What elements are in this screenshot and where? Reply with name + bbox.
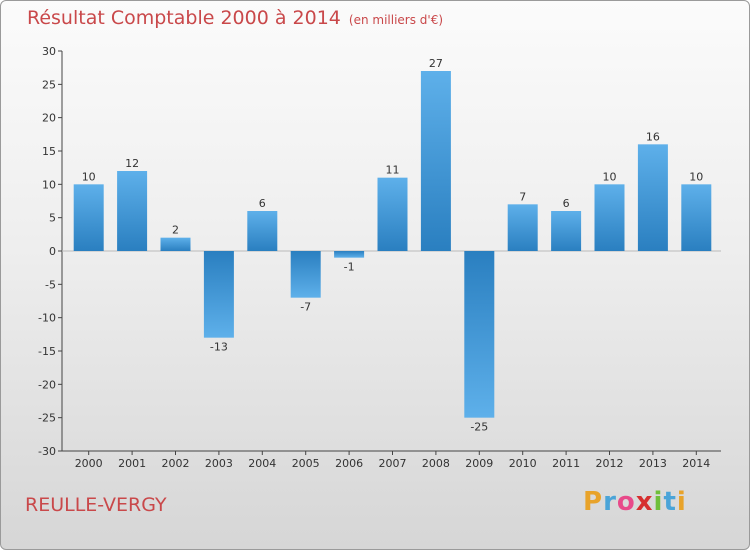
bars-layer [73, 71, 712, 418]
bar-2002[interactable] [160, 237, 191, 251]
bar-2014[interactable] [681, 184, 712, 251]
data-label-2009: -25 [470, 421, 488, 434]
bar-2013[interactable] [637, 144, 668, 251]
bar-2000[interactable] [73, 184, 104, 251]
y-tick-label: 30 [42, 45, 56, 58]
place-name: REULLE-VERGY [25, 494, 167, 516]
data-label-2012: 10 [603, 170, 617, 183]
y-tick-label: -15 [38, 345, 56, 358]
logo-letter: r [603, 487, 617, 517]
data-label-2010: 7 [519, 190, 526, 203]
logo-letter: i [676, 487, 687, 517]
axes-layer: 30 25 20 15 10 5 0 -5 -10 -15 -20 -25 -30 2000 2001 200… [38, 45, 721, 470]
x-tick-label-2009: 2009 [465, 457, 493, 470]
bar-2012[interactable] [594, 184, 625, 251]
bar-2006[interactable] [334, 251, 365, 258]
data-labels-layer: 10 12 2 -13 6 -7 -1 11 27 -25 7 6 10 16 10 [82, 57, 704, 434]
logo-letter: P [583, 487, 604, 517]
x-tick-label-2008: 2008 [422, 457, 450, 470]
y-tick-label: 20 [42, 112, 56, 125]
x-tick-label-2010: 2010 [509, 457, 537, 470]
chart-title-block: Résultat Comptable 2000 à 2014 (en millie… [27, 7, 443, 29]
bar-2005[interactable] [290, 251, 321, 298]
data-label-2002: 2 [172, 224, 179, 237]
data-label-2014: 10 [689, 170, 703, 183]
proxiti-logo[interactable]: Proxiti [583, 487, 687, 517]
y-tick-label: -10 [38, 312, 56, 325]
chart-subtitle: (en milliers d'€) [348, 13, 444, 27]
x-tick-label-2001: 2001 [118, 457, 146, 470]
y-tick-label: 15 [42, 145, 56, 158]
data-label-2004: 6 [259, 197, 266, 210]
x-tick-label-2002: 2002 [162, 457, 190, 470]
logo-letter: o [616, 487, 636, 517]
bar-2004[interactable] [247, 211, 278, 251]
data-label-2007: 11 [386, 164, 400, 177]
data-label-2006: -1 [344, 261, 355, 274]
x-tick-label-2003: 2003 [205, 457, 233, 470]
x-tick-label-2013: 2013 [639, 457, 667, 470]
bar-2007[interactable] [377, 177, 408, 251]
y-tick-label: -25 [38, 412, 56, 425]
data-label-2003: -13 [210, 341, 228, 354]
logo-letter: i [653, 487, 664, 517]
y-tick-label: 5 [49, 212, 56, 225]
x-tick-label-2004: 2004 [248, 457, 276, 470]
bar-2010[interactable] [507, 204, 538, 251]
y-tick-label: -30 [38, 445, 56, 458]
x-tick-label-2005: 2005 [292, 457, 320, 470]
data-label-2001: 12 [125, 157, 139, 170]
x-tick-label-2007: 2007 [379, 457, 407, 470]
data-label-2000: 10 [82, 170, 96, 183]
y-tick-label: 25 [42, 78, 56, 91]
bar-2011[interactable] [551, 211, 582, 251]
bar-2001[interactable] [117, 171, 148, 251]
logo-letter: x [635, 487, 654, 517]
chart-title: Résultat Comptable 2000 à 2014 [27, 7, 341, 29]
logo-letter: t [663, 487, 677, 517]
data-label-2013: 16 [646, 130, 660, 143]
bar-2003[interactable] [203, 251, 234, 338]
x-tick-label-2006: 2006 [335, 457, 363, 470]
y-tick-label: 10 [42, 178, 56, 191]
bar-2009[interactable] [464, 251, 495, 418]
bar-2008[interactable] [420, 71, 451, 251]
data-label-2008: 27 [429, 57, 443, 70]
data-label-2011: 6 [563, 197, 570, 210]
y-tick-label: -5 [45, 278, 56, 291]
x-tick-label-2012: 2012 [596, 457, 624, 470]
y-tick-label: 0 [49, 245, 56, 258]
x-tick-label-2014: 2014 [682, 457, 710, 470]
data-label-2005: -7 [300, 301, 311, 314]
y-tick-label: -20 [38, 378, 56, 391]
x-tick-label-2011: 2011 [552, 457, 580, 470]
x-tick-label-2000: 2000 [75, 457, 103, 470]
